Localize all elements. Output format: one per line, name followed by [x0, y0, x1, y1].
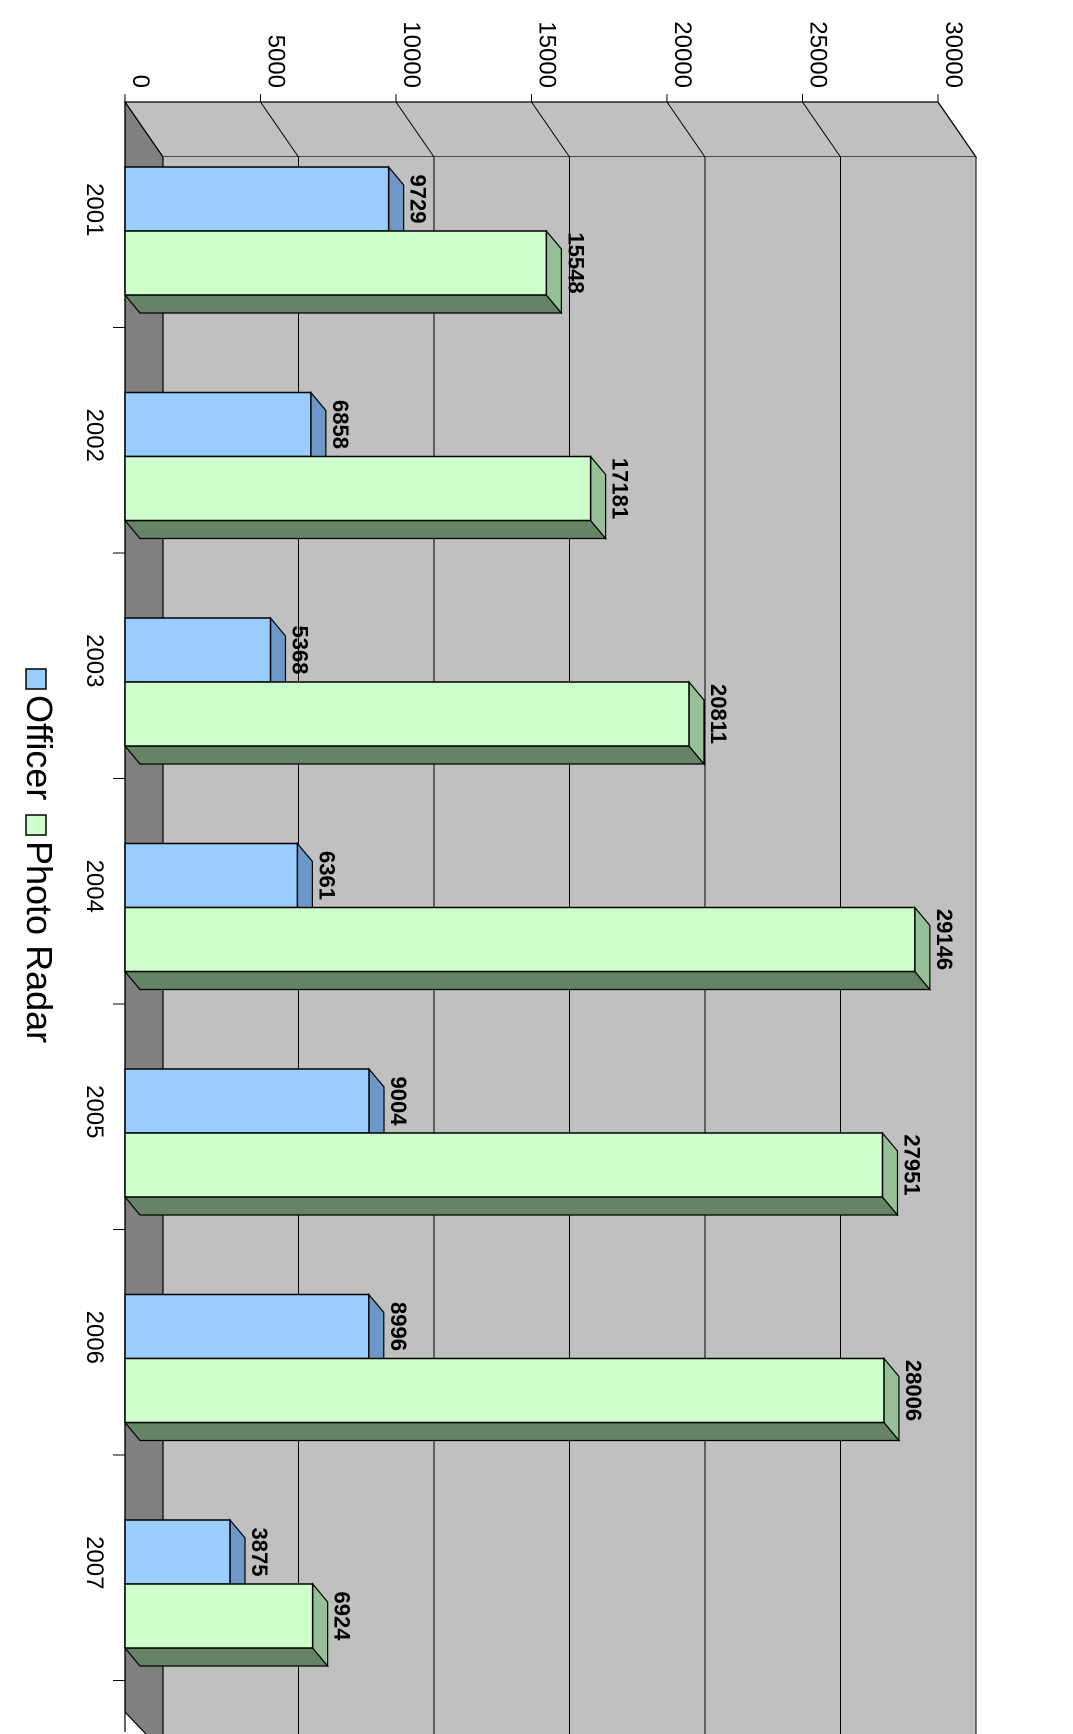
- data-label: 8996: [386, 1302, 411, 1351]
- data-label: 3875: [247, 1528, 272, 1577]
- data-label: 27951: [899, 1134, 924, 1195]
- bar-photo-radar-2001: [123, 229, 563, 315]
- bar-photo-radar-2005: [123, 1131, 899, 1217]
- value-tick-label: 25000: [805, 21, 832, 88]
- bar-front-face: [124, 842, 299, 909]
- bar-depth-face: [123, 294, 563, 314]
- value-axis: 0 5000 10000 15000 20000 25000 30000: [124, 21, 967, 102]
- bar-depth-face: [123, 1647, 329, 1667]
- category-label: 2005: [81, 1085, 108, 1138]
- data-label: 17181: [608, 458, 633, 519]
- gridline-diagonal: [937, 101, 977, 158]
- data-label: 9729: [406, 175, 431, 224]
- bar-front-face: [124, 166, 390, 232]
- value-tick-label: 30000: [940, 21, 967, 88]
- bar-front-face: [124, 1132, 884, 1198]
- bar-photo-radar-2004: [123, 905, 932, 992]
- data-label: 15548: [563, 232, 588, 293]
- bar-photo-radar-2002: [123, 454, 607, 541]
- value-tick-label: 20000: [669, 21, 696, 88]
- category-label: 2002: [81, 409, 108, 462]
- legend-swatch-officer: [25, 668, 47, 690]
- bar-front-face: [124, 1583, 314, 1649]
- data-label: 20811: [706, 684, 731, 744]
- value-tick-label: 0: [127, 75, 154, 88]
- bar-front-face: [124, 1068, 370, 1134]
- category-axis: 2001 2002 2003 2004 2005 2006 2007: [81, 102, 126, 1732]
- category-label: 2003: [81, 634, 108, 687]
- bar-photo-radar-2007: [123, 1582, 329, 1668]
- bar-photo-radar-2003: [123, 680, 706, 766]
- gridline-diagonal: [666, 101, 706, 158]
- gridline-diagonal: [260, 101, 299, 158]
- gridline-diagonal: [802, 101, 841, 158]
- legend-label-photo-radar: Photo Radar: [19, 841, 60, 1043]
- data-label: 6924: [330, 1592, 355, 1642]
- bar-front-face: [124, 1293, 370, 1360]
- bars: [123, 165, 932, 1668]
- legend: Officer Photo Radar: [19, 668, 60, 1043]
- bar-front-face: [124, 455, 592, 522]
- data-label: 6361: [314, 851, 339, 900]
- bar-front-face: [124, 1519, 231, 1585]
- data-label: 9004: [386, 1077, 411, 1127]
- bar-depth-face: [123, 519, 607, 540]
- value-tick-label: 5000: [263, 35, 290, 88]
- bar-depth-face: [123, 745, 706, 765]
- legend-swatch-photo-radar: [25, 814, 47, 836]
- category-label: 2001: [81, 183, 108, 236]
- category-label: 2007: [81, 1536, 108, 1589]
- legend-label-officer: Officer: [19, 695, 60, 800]
- category-label: 2004: [81, 860, 108, 913]
- data-label: 5368: [287, 626, 312, 675]
- bar-photo-radar-2006: [123, 1356, 901, 1443]
- bar-front-face: [124, 906, 916, 973]
- bar-front-face: [124, 1357, 885, 1424]
- value-tick-label: 10000: [398, 21, 425, 88]
- gridline-diagonal: [395, 101, 435, 158]
- bar-front-face: [124, 391, 312, 458]
- data-label: 28006: [901, 1360, 926, 1421]
- data-labels: 9729 15548 6858 17181 5368 20811 6361 29146 9004…: [247, 175, 957, 1642]
- bar-depth-face: [123, 970, 932, 991]
- data-label: 29146: [932, 909, 957, 970]
- bar-front-face: [124, 230, 548, 296]
- bar-depth-face: [123, 1421, 901, 1442]
- bar-front-face: [124, 617, 272, 683]
- value-tick-label: 15000: [534, 21, 561, 88]
- category-label: 2006: [81, 1311, 108, 1364]
- bar-depth-face: [123, 1196, 899, 1216]
- bar-front-face: [124, 681, 690, 747]
- gridline-diagonal: [531, 101, 570, 158]
- data-label: 6858: [328, 400, 353, 449]
- legend-group: Officer Photo Radar: [19, 668, 60, 1043]
